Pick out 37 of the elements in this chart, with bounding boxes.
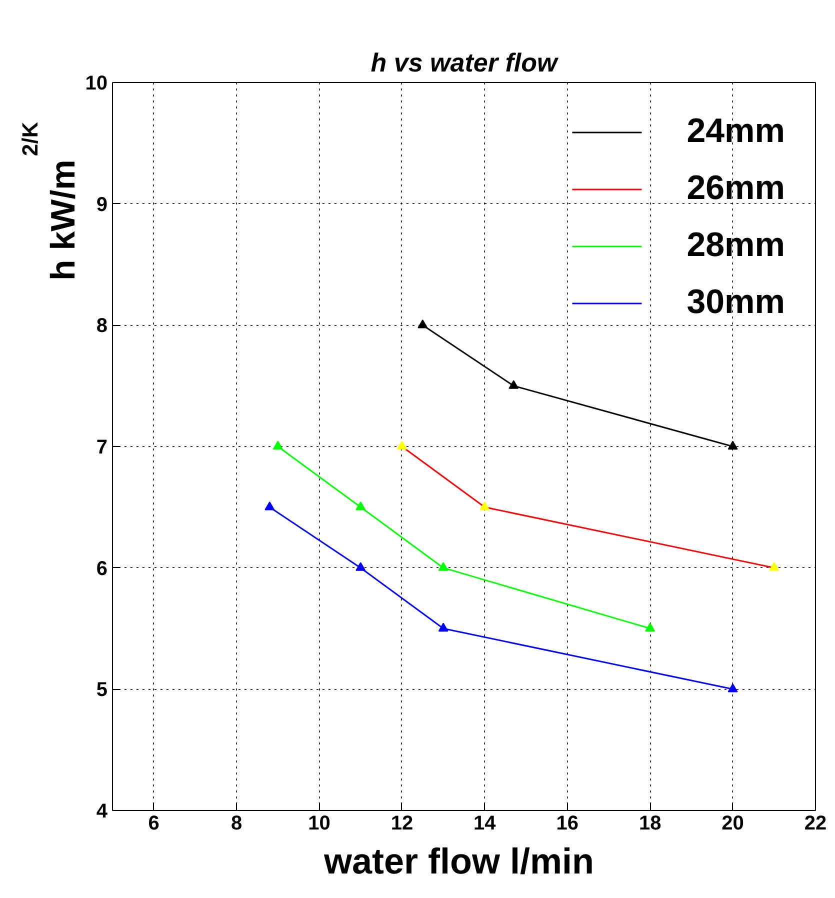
x-tick-label: 10 (308, 812, 330, 834)
y-tick-label: 9 (96, 194, 108, 216)
x-tick-label: 12 (390, 812, 414, 834)
point (418, 319, 428, 328)
chart-title: h vs water flow (370, 48, 559, 78)
point (356, 562, 366, 571)
point (396, 440, 407, 450)
point (728, 683, 738, 692)
legend-label: 26mm (686, 169, 785, 208)
y-tick-label: 10 (85, 72, 108, 94)
x-tick-label: 20 (722, 812, 744, 834)
legend-label: 30mm (686, 283, 785, 322)
x-tick-label: 14 (474, 812, 497, 834)
point (645, 622, 656, 632)
y-tick-label: 4 (96, 800, 108, 822)
x-tick-label: 6 (148, 812, 160, 834)
x-tick-label: 8 (230, 812, 242, 834)
point (728, 440, 738, 450)
x-tick-label: 18 (638, 812, 662, 834)
point (769, 562, 780, 571)
legend-label: 28mm (686, 226, 785, 265)
point (508, 380, 519, 389)
y-axis-title: h kW/m2/K (18, 122, 82, 280)
point (264, 501, 275, 510)
point (356, 501, 366, 510)
x-tick-label: 22 (804, 812, 827, 834)
x-axis-title: water flow l/min (322, 840, 594, 882)
point (438, 622, 448, 632)
point (272, 440, 283, 450)
y-tick-label: 5 (96, 679, 108, 702)
y-tick-label: 6 (96, 558, 108, 580)
x-tick-label: 16 (556, 812, 579, 834)
y-tick-label: 7 (96, 436, 108, 458)
point (438, 562, 448, 571)
y-tick-label: 8 (96, 315, 108, 338)
point (480, 501, 490, 510)
legend-label: 24mm (686, 112, 785, 151)
